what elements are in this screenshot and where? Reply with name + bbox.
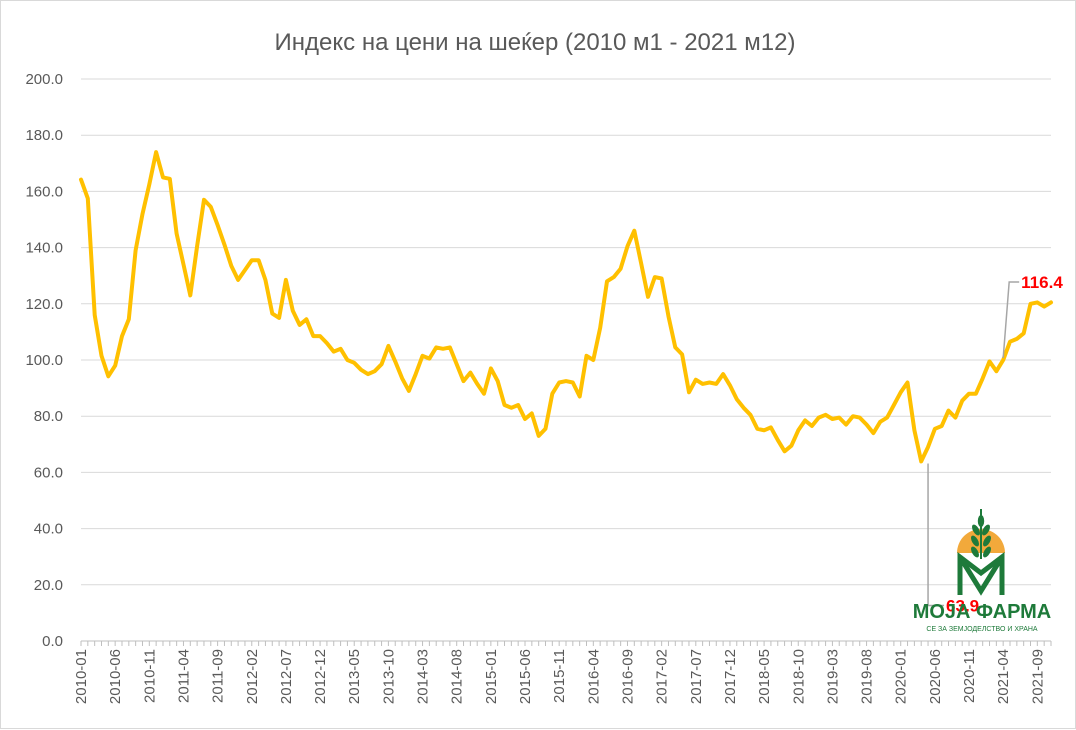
x-tick-label: 2013-05 (346, 649, 363, 704)
annotation-leader (1002, 281, 1020, 359)
y-tick-label: 100.0 (25, 352, 63, 369)
annotation-leader (927, 463, 945, 607)
annotations: 63.9 116.4 (927, 273, 1063, 615)
y-tick-label: 0.0 (42, 633, 63, 650)
moja-farma-logo: МОЈА ФАРМА СЕ ЗА ЗЕМЈОДЕЛСТВО И ХРАНА (913, 509, 1052, 633)
x-tick-label: 2012-12 (312, 649, 329, 704)
y-tick-label: 40.0 (34, 521, 63, 538)
series-line (79, 150, 1053, 464)
x-tick-label: 2018-05 (756, 649, 773, 704)
x-tick-label: 2020-06 (927, 649, 944, 704)
annotation-label: 116.4 (1021, 273, 1063, 292)
x-tick-label: 2011-04 (175, 649, 192, 703)
x-tick-label: 2021-04 (995, 649, 1012, 704)
y-tick-label: 20.0 (34, 577, 63, 594)
x-tick-label: 2010-06 (107, 649, 124, 704)
y-tick-label: 60.0 (34, 464, 63, 481)
annotation-label: 63.9 (946, 596, 979, 615)
chart-title: Индекс на цени на шеќер (2010 м1 - 2021 … (275, 29, 796, 56)
x-tick-label: 2012-07 (278, 649, 295, 704)
x-tick-label: 2015-06 (517, 649, 534, 704)
x-tick-label: 2012-02 (244, 649, 261, 704)
x-tick-label: 2020-11 (961, 649, 978, 703)
y-tick-label: 160.0 (25, 183, 63, 200)
series-layer (79, 150, 1053, 464)
logo-name: МОЈА ФАРМА (913, 601, 1052, 623)
x-tick-label: 2014-08 (449, 649, 466, 704)
x-tick-label: 2019-08 (859, 649, 876, 704)
x-tick-label: 2015-01 (483, 649, 500, 704)
x-tick-label: 2017-07 (688, 649, 705, 704)
x-tick-label: 2021-09 (1029, 649, 1046, 704)
x-tick-label: 2010-01 (73, 649, 90, 704)
x-tick-label: 2020-01 (893, 649, 910, 704)
x-tick-label: 2010-11 (141, 649, 158, 703)
y-tick-label: 120.0 (25, 296, 63, 313)
y-tick-label: 180.0 (25, 127, 63, 144)
x-tick-label: 2017-12 (722, 649, 739, 704)
logo-tagline: СЕ ЗА ЗЕМЈОДЕЛСТВО И ХРАНА (926, 626, 1038, 633)
x-tick-label: 2015-11 (551, 649, 568, 703)
y-tick-label: 200.0 (25, 71, 63, 88)
x-tick-label: 2013-10 (380, 649, 397, 704)
wheat-icon (971, 509, 991, 559)
farm-icon (957, 551, 1005, 596)
x-axis-ticks: 2010-01 2010-06 2010-11 2011-04 2011-09 2012-… (73, 641, 1052, 704)
y-tick-label: 140.0 (25, 240, 63, 257)
x-tick-label: 2016-09 (619, 649, 636, 704)
x-tick-label: 2018-10 (790, 649, 807, 704)
gridlines (81, 78, 1051, 642)
x-tick-label: 2014-03 (415, 649, 432, 704)
x-tick-label: 2017-02 (654, 649, 671, 704)
y-axis-ticks: 0.0 20.0 40.0 60.0 80.0 100.0 120.0 140.0 160.0 1… (25, 71, 63, 650)
x-tick-label: 2011-09 (210, 649, 227, 703)
x-tick-label: 2019-03 (824, 649, 841, 704)
y-tick-label: 80.0 (34, 408, 63, 425)
x-tick-label: 2016-04 (585, 649, 602, 704)
